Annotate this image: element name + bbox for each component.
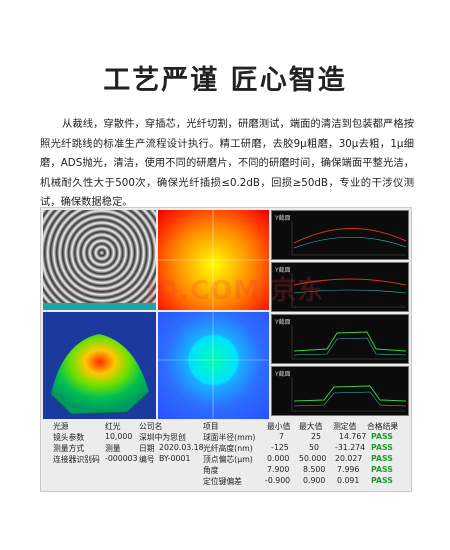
result-max: 50.000 <box>299 454 327 463</box>
profile-graph-4: Y截面 <box>271 366 409 416</box>
result-pass: PASS <box>371 443 393 452</box>
info-label: 公司名 <box>139 422 163 431</box>
result-min: -125 <box>271 443 289 452</box>
result-max: 8.500 <box>303 465 326 474</box>
result-item: 角度 <box>203 466 219 475</box>
info-value: 测量 <box>105 444 121 453</box>
info-label: 光源 <box>53 422 69 431</box>
interference-fringe-image <box>43 210 156 310</box>
graph-label: Y截面 <box>275 267 291 274</box>
result-pass: PASS <box>371 432 393 441</box>
result-item: 球面半径(mm) <box>203 433 256 442</box>
info-label: 镜头参数 <box>53 433 85 442</box>
result-pass: PASS <box>371 476 393 485</box>
watermark: JD.COM 京东 <box>146 276 325 306</box>
info-label: 测量方式 <box>53 444 85 453</box>
info-value: 红光 <box>105 422 121 431</box>
info-label: 编号 <box>139 455 155 464</box>
result-measured: 20.027 <box>335 454 363 463</box>
info-value: 10,000 <box>105 432 133 441</box>
results-header: 合格结果 <box>367 422 399 431</box>
result-item: 顶点偏芯(μm) <box>203 455 253 464</box>
graph-label: Y截面 <box>275 319 291 326</box>
profile-graph-3: Y截面 <box>271 314 409 364</box>
table-row: 定位键偏差 -0.900 0.900 0.091 PASS <box>41 476 411 487</box>
page-title: 工艺严谨 匠心智造 <box>103 65 347 96</box>
info-label: 日期 <box>139 444 155 453</box>
result-pass: PASS <box>371 465 393 474</box>
result-pass: PASS <box>371 454 393 463</box>
result-min: 7.900 <box>267 465 290 474</box>
info-label: 连接器识别码 <box>53 455 100 464</box>
result-min: -0.900 <box>265 476 291 485</box>
interferometer-report: Y截面 Y截面 Y截面 Y截面 <box>40 207 412 492</box>
fringe-base-strip <box>43 303 156 310</box>
table-row: 角度 7.900 8.500 7.996 PASS <box>41 465 411 476</box>
endface-3d-view <box>43 312 156 419</box>
result-measured: 14.767 <box>339 432 367 441</box>
info-value: 2020.03.18 <box>159 443 204 452</box>
result-min: 7 <box>279 432 284 441</box>
results-header: 测定值 <box>333 422 357 431</box>
profile-graph-1: Y截面 <box>271 210 409 260</box>
table-row: 测量方式 测量 日期 2020.03.18 光纤高度(nm) -125 50 -… <box>41 443 411 454</box>
graph-label: Y截面 <box>275 215 291 222</box>
result-item: 定位键偏差 <box>203 477 242 486</box>
info-value: BY-0001 <box>159 454 191 463</box>
table-row: 镜头参数 10,000 深圳中为思创 球面半径(mm) 7 25 14.767 … <box>41 432 411 443</box>
results-header: 最大值 <box>299 422 323 431</box>
result-max: 50 <box>309 443 319 452</box>
fringe-rings <box>43 210 156 303</box>
table-row: 连接器识别码 -000003 编号 BY-0001 顶点偏芯(μm) 0.000… <box>41 454 411 465</box>
result-measured: -31.274 <box>335 443 366 452</box>
result-max: 0.900 <box>303 476 326 485</box>
results-header: 项目 <box>203 422 219 431</box>
description-paragraph: 从裁线，穿散件，穿插芯，光纤切割，研磨测试，端面的清洁到包装都严格按照光纤跳线的… <box>40 118 414 208</box>
result-min: 0.000 <box>267 454 290 463</box>
results-header: 最小值 <box>267 422 291 431</box>
profile-graph-2: Y截面 <box>271 262 409 312</box>
result-max: 25 <box>311 432 321 441</box>
graph-label: Y截面 <box>275 371 291 378</box>
result-item: 光纤高度(nm) <box>203 444 253 453</box>
result-measured: 0.091 <box>337 476 360 485</box>
fiber-core-heatmap <box>158 312 269 419</box>
info-value: -000003 <box>105 454 138 463</box>
info-label: 深圳中为思创 <box>139 433 186 442</box>
result-measured: 7.996 <box>337 465 360 474</box>
table-row: 光源 红光 公司名 项目 最小值 最大值 测定值 合格结果 <box>41 421 411 432</box>
endface-heatmap <box>158 210 269 310</box>
